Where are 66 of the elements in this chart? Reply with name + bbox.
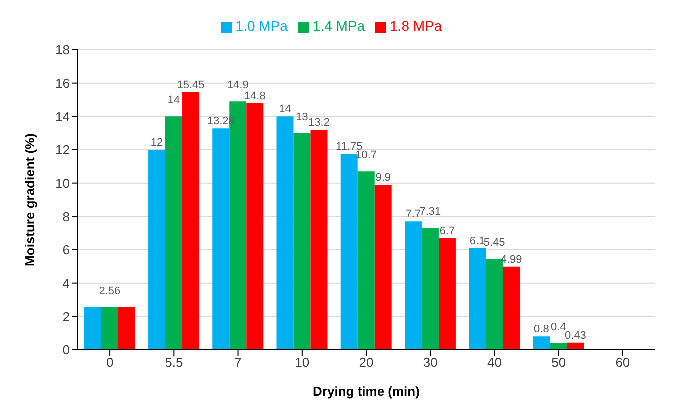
bar	[567, 342, 584, 350]
data-label: 2.56	[99, 285, 121, 298]
bar	[340, 154, 358, 350]
y-tick-label: 0	[62, 342, 70, 358]
x-tick-label: 5.5	[165, 355, 184, 370]
data-label: 7.31	[420, 206, 442, 218]
data-label: 9.9	[376, 172, 392, 184]
bar	[358, 172, 375, 350]
bar	[118, 307, 136, 350]
y-tick-label: 4	[62, 276, 70, 291]
data-label: 14.9	[227, 80, 249, 92]
bar	[374, 185, 392, 350]
bar	[503, 266, 520, 350]
bar	[84, 307, 102, 350]
bar	[166, 116, 183, 350]
y-tick-label: 2	[62, 309, 70, 324]
data-label: 12	[150, 137, 164, 149]
x-tick-label: 40	[487, 355, 502, 370]
x-tick-label: 7	[234, 355, 242, 370]
bar	[182, 92, 200, 350]
bar	[404, 222, 422, 350]
y-tick-label: 8	[62, 209, 70, 224]
data-label: 13	[296, 111, 308, 124]
data-label: 6.7	[440, 225, 456, 238]
data-label: 13.2	[308, 117, 330, 129]
bar	[469, 248, 486, 350]
data-label: 14	[279, 104, 292, 116]
x-tick-label: 20	[359, 355, 374, 370]
x-tick-label: 60	[616, 355, 630, 370]
bar	[422, 228, 439, 350]
y-tick-label: 18	[56, 42, 70, 58]
bar	[533, 336, 550, 350]
data-label: 6.1	[470, 235, 486, 248]
legend-label: 1.0 MPa	[236, 18, 288, 34]
bar	[212, 128, 230, 350]
y-tick-label: 12	[56, 142, 70, 158]
x-axis-title: Drying time (min)	[313, 384, 420, 399]
y-tick-label: 10	[56, 176, 70, 191]
data-label: 0.8	[534, 324, 550, 336]
x-tick-label: 10	[295, 355, 310, 370]
y-tick-label: 14	[56, 109, 70, 124]
y-tick-label: 6	[62, 242, 70, 258]
data-label: 4.99	[500, 254, 522, 266]
data-label: 5.45	[484, 237, 506, 250]
data-label: 14	[168, 94, 180, 107]
bar	[148, 150, 166, 350]
data-label: 15.45	[177, 80, 205, 92]
x-tick-label: 50	[552, 355, 566, 370]
data-label: 14.8	[244, 90, 266, 102]
x-tick-label: 0	[106, 355, 114, 370]
legend-label: 1.4 MPa	[312, 18, 366, 34]
x-tick-label: 30	[423, 355, 438, 370]
bar	[246, 103, 264, 350]
data-label: 10.7	[356, 150, 378, 162]
bar	[438, 238, 456, 350]
bar	[294, 133, 311, 350]
bar	[276, 116, 294, 350]
data-label: 7.7	[406, 208, 422, 221]
bar	[310, 130, 328, 350]
legend-label: 1.8 MPa	[390, 18, 442, 34]
y-tick-label: 16	[56, 76, 70, 91]
bar	[550, 343, 568, 350]
data-label: 0.4	[551, 321, 566, 334]
data-label: 0.43	[564, 330, 586, 342]
bar	[101, 307, 118, 350]
y-axis-title: Moisture gradient (%)	[22, 134, 38, 266]
